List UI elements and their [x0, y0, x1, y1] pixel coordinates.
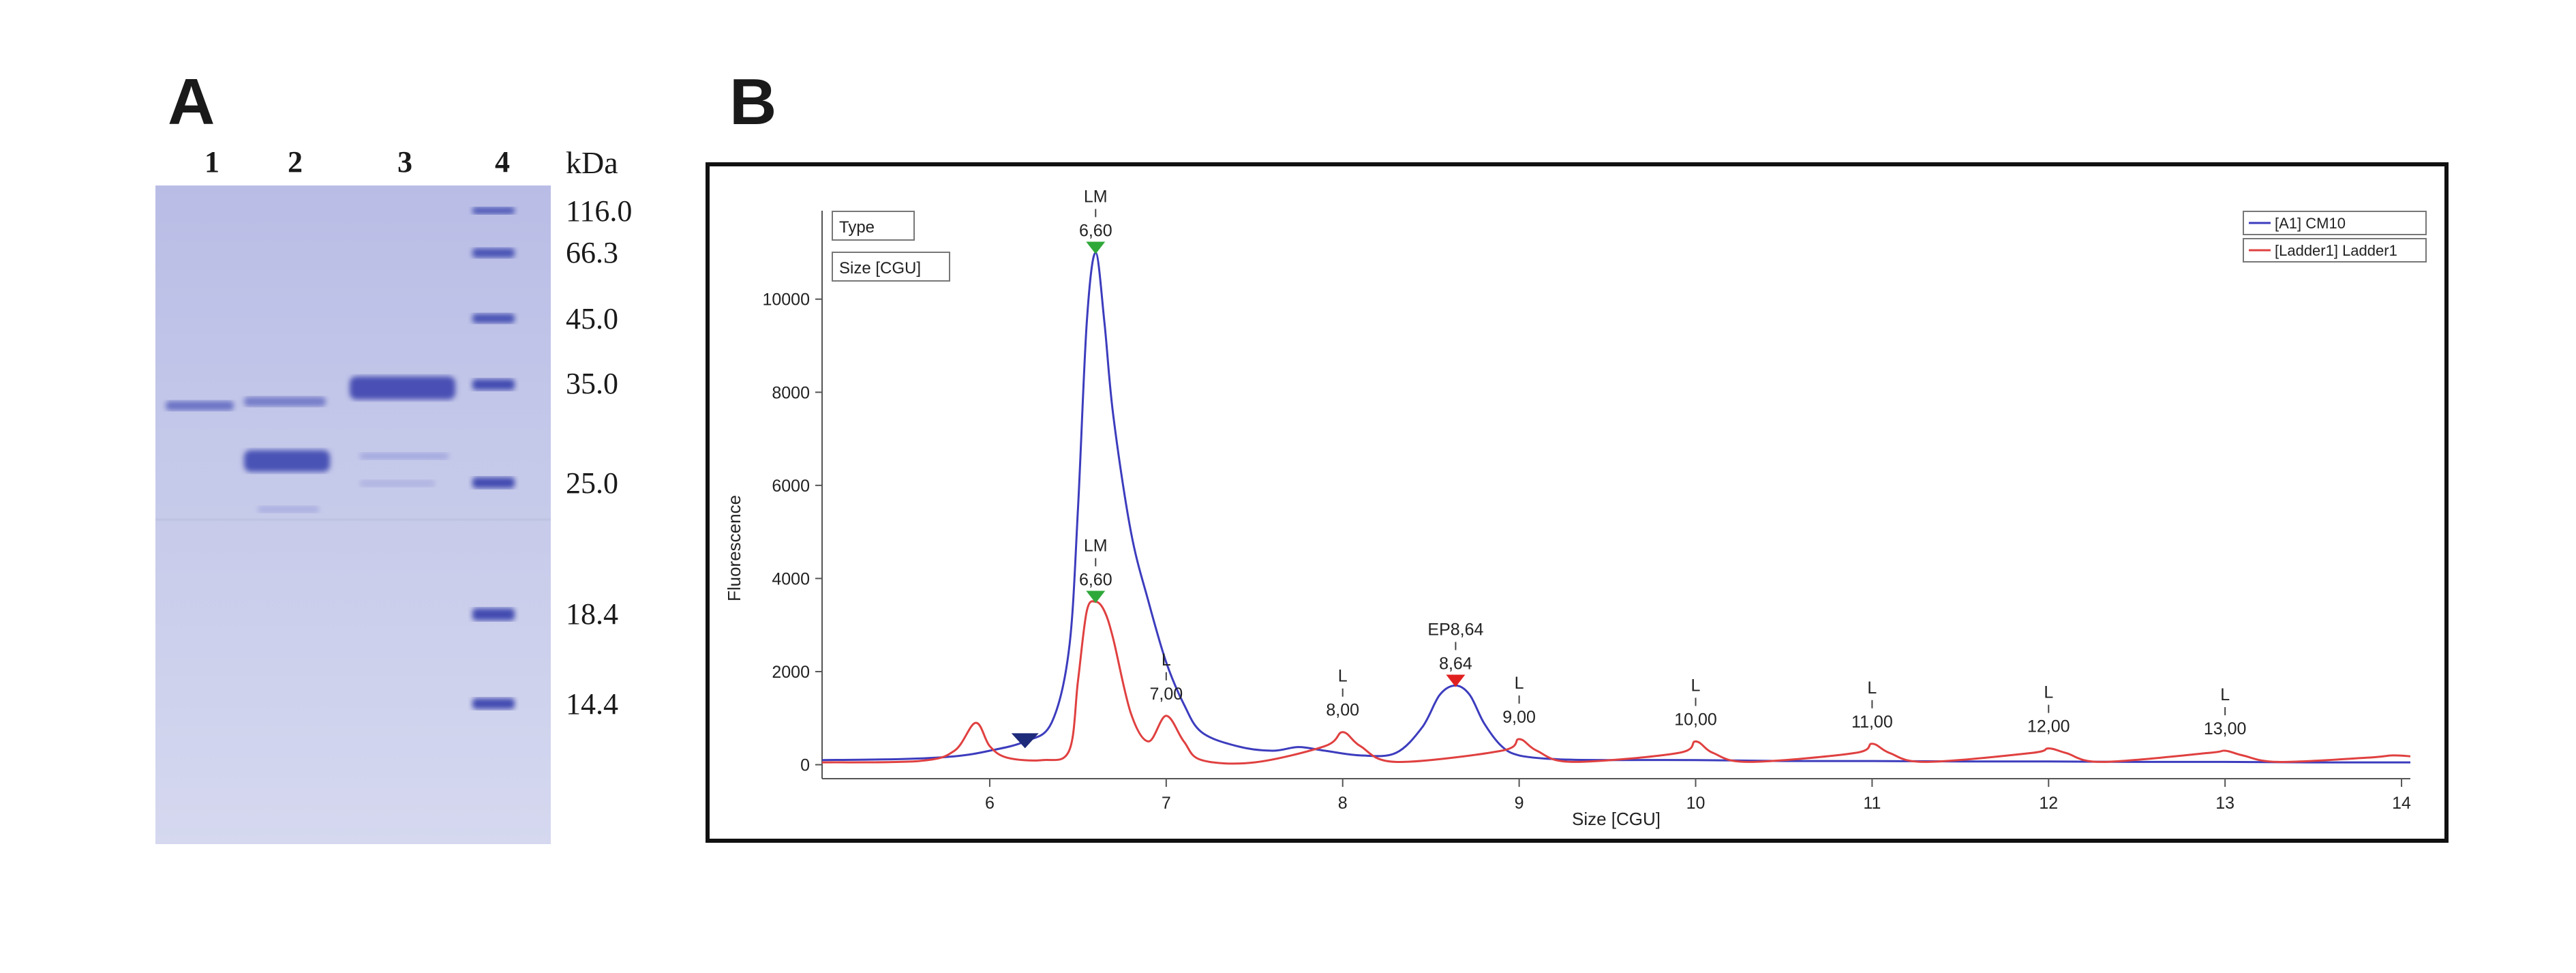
x-tick-label: 13: [2215, 794, 2234, 813]
peak-annotation: 7,00 L: [1149, 650, 1183, 704]
peak-annotation: 10,00 L: [1674, 676, 1717, 729]
peak-name-label: L: [1162, 650, 1171, 670]
navy-peak-marker: [1011, 733, 1039, 749]
x-axis-title: Size [CGU]: [1572, 809, 1661, 829]
peak-value-label: 6,60: [1079, 571, 1112, 590]
x-tick-label: 10: [1686, 794, 1706, 813]
gel-image: [155, 185, 551, 844]
marker-label-18: 18.4: [566, 597, 618, 631]
info-box-type: Type: [832, 211, 915, 241]
gel-unit-label: kDa: [566, 145, 618, 180]
red-peak-marker: [1446, 674, 1466, 687]
lane-2-band-faint: [258, 506, 319, 513]
peak-name-label: EP8,64: [1427, 620, 1483, 639]
peak-value-label: 12,00: [2027, 717, 2070, 736]
peak-name-label: LM: [1084, 537, 1108, 556]
peak-value-label: 10,00: [1674, 710, 1717, 729]
series-layer: [821, 252, 2411, 765]
peak-value-label: 8,00: [1326, 701, 1359, 720]
x-tick-label: 14: [2392, 794, 2411, 813]
peak-annotation: 13,00 L: [2204, 685, 2247, 738]
lane-3-band-main: [350, 376, 455, 400]
electropherogram-chart: Type Size [CGU] [A1] CM10 [Ladder1] Ladd…: [724, 187, 2427, 829]
marker-band-25: [472, 477, 515, 488]
lane-1-band: [166, 401, 234, 410]
x-tick-label: 9: [1515, 794, 1524, 813]
y-ticks: 0 2000 4000 6000 8000 10000: [762, 290, 822, 775]
peak-annotation: 8,00 L: [1326, 667, 1359, 720]
green-peak-marker: [1086, 241, 1106, 254]
green-peak-marker: [1086, 590, 1106, 603]
y-tick-label: 10000: [762, 290, 810, 310]
peak-value-label: 13,00: [2204, 719, 2247, 738]
peak-value-label: 9,00: [1502, 708, 1536, 727]
peak-value-label: 7,00: [1149, 685, 1183, 704]
y-tick-label: 8000: [772, 383, 810, 402]
peak-name-label: L: [2220, 685, 2230, 704]
peak-annotation: 8,64 EP8,64: [1427, 620, 1484, 687]
peak-name-label: L: [1338, 667, 1348, 686]
peak-name-label: L: [2044, 683, 2053, 702]
info-box-size: Size [CGU]: [832, 252, 950, 282]
legend-label-a1: [A1] CM10: [2275, 215, 2346, 232]
info-box-size-text: Size [CGU]: [839, 259, 921, 278]
marker-label-25: 25.0: [566, 466, 618, 500]
panel-label-a: A: [168, 65, 215, 138]
x-tick-label: 8: [1338, 794, 1348, 813]
marker-band-18: [472, 608, 515, 620]
peak-annotation: 6,60 LM: [1079, 537, 1112, 603]
lane-3-band-faint: [360, 453, 449, 460]
peak-annotation: 6,60 LM: [1079, 187, 1112, 254]
series-line-ladder1: [821, 600, 2411, 765]
x-ticks: 6 7 8 9 10 11 12 13 14: [985, 779, 2411, 813]
peak-annotation: 11,00 L: [1851, 678, 1893, 732]
x-tick-label: 12: [2039, 794, 2058, 813]
peak-value-label: 8,64: [1439, 654, 1472, 673]
marker-label-66: 66.3: [566, 236, 618, 269]
marker-label-35: 35.0: [566, 367, 618, 400]
peak-annotation: 9,00 L: [1502, 674, 1536, 727]
x-tick-label: 6: [985, 794, 995, 813]
lane-label-1: 1: [204, 145, 219, 179]
marker-band-14: [472, 698, 515, 709]
marker-band-116: [472, 207, 515, 214]
chart-legend: [A1] CM10 [Ladder1] Ladder1: [2243, 211, 2427, 263]
y-tick-label: 0: [800, 756, 810, 775]
peak-name-label: LM: [1084, 187, 1108, 206]
y-axis-title: Fluorescence: [724, 495, 744, 601]
peak-name-label: L: [1867, 678, 1877, 698]
peak-name-label: L: [1691, 676, 1701, 695]
lane-3-band-faint-2: [360, 480, 435, 487]
peak-value-label: 6,60: [1079, 221, 1112, 240]
annotation-layer: 6,60LM6,60LM7,00L8,00L8,64EP8,649,00L10,…: [1011, 187, 2247, 749]
lane-label-3: 3: [397, 145, 412, 179]
y-tick-label: 4000: [772, 569, 810, 588]
marker-label-45: 45.0: [566, 302, 618, 335]
marker-label-116: 116.0: [566, 194, 633, 228]
gel-background: [155, 185, 551, 844]
marker-band-66: [472, 248, 515, 258]
peak-name-label: L: [1515, 674, 1524, 693]
marker-label-14: 14.4: [566, 687, 618, 721]
lane-label-2: 2: [288, 145, 303, 179]
y-tick-label: 2000: [772, 663, 810, 682]
x-tick-label: 7: [1162, 794, 1171, 813]
peak-annotation: 12,00 L: [2027, 683, 2070, 736]
panel-label-b: B: [729, 65, 777, 138]
lane-label-4: 4: [495, 145, 510, 179]
lane-2-band-main: [244, 450, 330, 472]
legend-label-ladder: [Ladder1] Ladder1: [2275, 242, 2397, 259]
lane-2-band-upper: [244, 397, 326, 406]
marker-band-45: [472, 314, 515, 323]
info-box-type-text: Type: [839, 218, 875, 237]
chart-frame: [706, 162, 2449, 843]
peak-value-label: 11,00: [1851, 713, 1893, 732]
x-tick-label: 11: [1863, 794, 1881, 813]
y-tick-label: 6000: [772, 477, 810, 496]
series-line-a1-cm10: [821, 252, 2411, 764]
marker-band-35: [472, 379, 515, 390]
